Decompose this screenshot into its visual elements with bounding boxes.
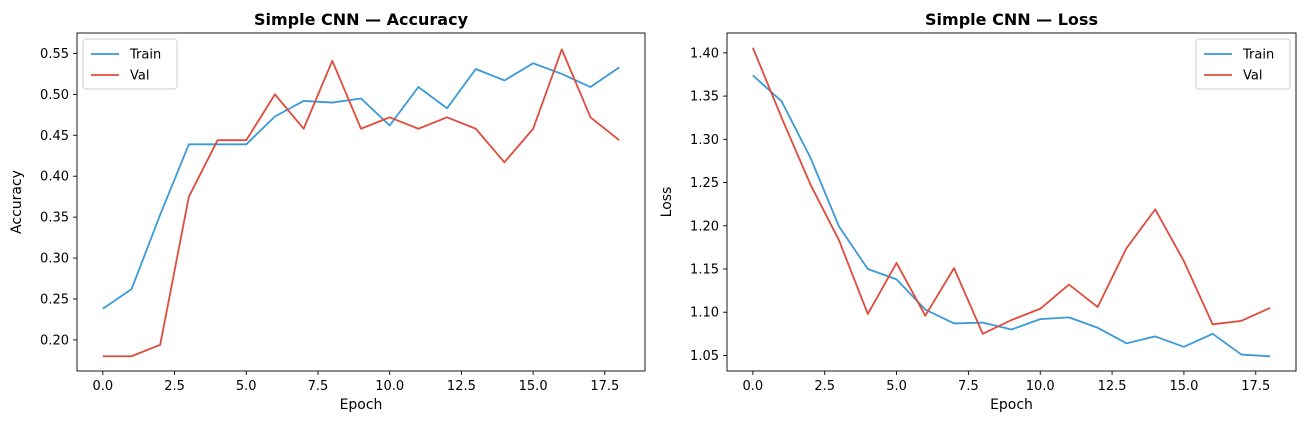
accuracy-x-axis-label: Epoch [340,397,383,413]
loss-x-tick-label: 15.0 [1169,379,1198,394]
accuracy-y-tick-label: 0.45 [40,129,69,144]
loss-x-axis-label: Epoch [990,397,1033,413]
accuracy-y-tick-label: 0.55 [40,47,69,62]
loss-x-tick-label: 0.0 [743,379,764,394]
accuracy-y-tick-label: 0.35 [40,211,69,226]
accuracy-legend-label-val: Val [130,69,149,84]
loss-legend: Train Val [1195,38,1291,90]
accuracy-y-tick-label: 0.50 [40,88,69,103]
accuracy-y-tick-label: 0.20 [40,333,69,348]
loss-chart-title: Simple CNN — Loss [925,10,1098,29]
loss-y-tick-label: 1.15 [690,262,719,277]
loss-y-axis-label: Loss [659,187,675,218]
accuracy-x-tick-label: 17.5 [590,379,619,394]
accuracy-y-axis-label: Accuracy [9,170,25,234]
loss-y-tick-label: 1.20 [690,219,719,234]
loss-x-tick-label: 7.5 [958,379,979,394]
loss-series-line-val [752,47,1271,335]
accuracy-series-line-val [102,48,620,358]
accuracy-y-tick-label: 0.30 [40,252,69,267]
loss-x-tick-label: 17.5 [1241,379,1270,394]
loss-y-tick-label: 1.10 [690,306,719,321]
accuracy-plot-frame [76,32,646,372]
loss-chart: Simple CNN — Loss 0.0 2.5 5.0 7.5 10.0 12.5 15.… [659,10,1297,413]
loss-x-tick-label: 12.5 [1098,379,1127,394]
accuracy-chart: Simple CNN — Accuracy 0.0 2.5 5.0 7.5 10.0 12.… [9,10,646,413]
accuracy-legend: Train Val [82,38,178,90]
accuracy-x-tick-label: 7.5 [308,379,329,394]
loss-legend-label-val: Val [1243,69,1262,84]
accuracy-x-tick-label: 15.0 [519,379,548,394]
loss-legend-box [1195,38,1291,90]
loss-legend-label-train: Train [1242,48,1274,63]
loss-y-tick-label: 1.05 [690,349,719,364]
accuracy-chart-title: Simple CNN — Accuracy [254,10,469,29]
accuracy-y-tick-label: 0.25 [40,292,69,307]
accuracy-x-tick-label: 12.5 [447,379,476,394]
accuracy-x-tick-label: 0.0 [92,379,113,394]
loss-y-tick-label: 1.25 [690,176,719,191]
loss-series-line-train [752,74,1271,358]
loss-y-tick-label: 1.30 [690,133,719,148]
loss-y-tick-label: 1.40 [690,46,719,61]
accuracy-x-tick-label: 2.5 [164,379,185,394]
accuracy-x-tick-label: 10.0 [375,379,404,394]
loss-y-tick-label: 1.35 [690,90,719,105]
loss-x-tick-label: 2.5 [814,379,835,394]
accuracy-legend-label-train: Train [129,48,161,63]
loss-plot-frame [726,32,1297,372]
loss-x-tick-label: 5.0 [886,379,907,394]
accuracy-x-tick-label: 5.0 [236,379,257,394]
accuracy-legend-box [82,38,178,90]
accuracy-y-tick-label: 0.40 [40,170,69,185]
loss-x-tick-label: 10.0 [1026,379,1055,394]
accuracy-series-line-train [102,62,620,310]
